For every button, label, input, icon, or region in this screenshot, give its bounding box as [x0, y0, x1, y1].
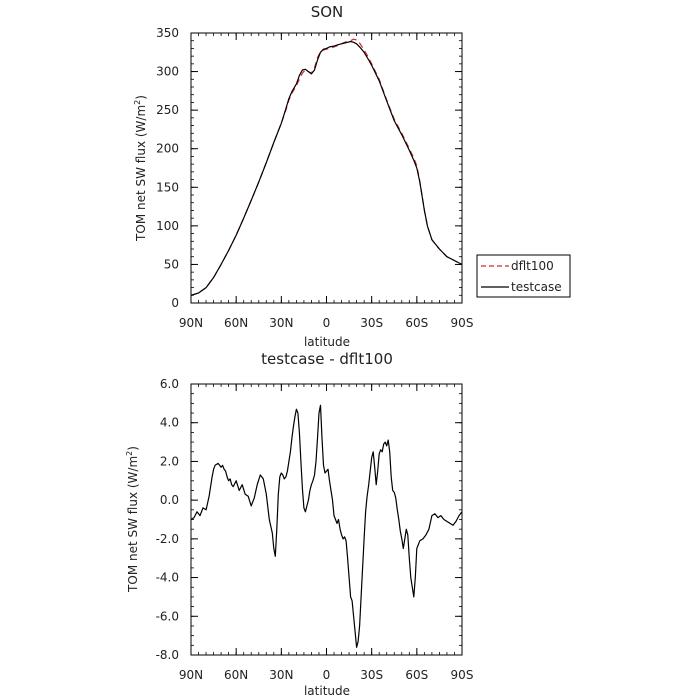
top-ticks	[190, 32, 463, 304]
x-tick-label: 30N	[269, 316, 293, 330]
x-tick-label: 90S	[451, 668, 474, 682]
x-tick-label: 0	[323, 316, 331, 330]
y-tick-label: -8.0	[156, 648, 179, 662]
bottom-x-tick-labels: 90N 60N 30N 0 30S 60S 90S	[179, 668, 474, 682]
x-tick-label: 90N	[179, 316, 203, 330]
x-tick-label: 90S	[451, 316, 474, 330]
y-tick-label: 100	[156, 219, 179, 233]
y-tick-label: -2.0	[156, 532, 179, 546]
y-tick-label: -4.0	[156, 571, 179, 585]
y-tick-label: 2.0	[160, 454, 179, 468]
x-tick-label: 30S	[360, 316, 383, 330]
legend-dflt100-label: dflt100	[511, 259, 554, 273]
y-tick-label: -6.0	[156, 609, 179, 623]
bottom-plot-frame	[190, 383, 463, 656]
x-tick-label: 60S	[405, 668, 428, 682]
y-tick-label: 50	[164, 257, 179, 271]
bottom-panel: testcase - dflt100 90N 60N 30N 0 30S 60S 90S -…	[125, 350, 473, 698]
x-tick-label: 90N	[179, 668, 203, 682]
top-y-axis-label: TOM net SW flux (W/m2)	[133, 95, 148, 242]
bottom-ticks	[190, 383, 463, 656]
bottom-y-axis-label: TOM net SW flux (W/m2)	[125, 446, 140, 593]
x-tick-label: 60S	[405, 316, 428, 330]
x-tick-label: 30S	[360, 668, 383, 682]
x-tick-label: 60N	[224, 668, 248, 682]
top-series-lines	[190, 38, 463, 296]
y-tick-label: 250	[156, 103, 179, 117]
y-tick-label: 300	[156, 65, 179, 79]
legend: dflt100 testcase	[476, 254, 571, 298]
difference-series-line	[190, 404, 463, 648]
y-tick-label: 4.0	[160, 416, 179, 430]
dflt100-series-line	[190, 38, 463, 296]
legend-box	[476, 254, 571, 298]
top-x-tick-labels: 90N 60N 30N 0 30S 60S 90S	[179, 316, 474, 330]
bottom-series-lines	[190, 404, 463, 648]
y-tick-label: 0	[171, 296, 179, 310]
top-plot-frame	[190, 32, 463, 304]
y-tick-label: 350	[156, 26, 179, 40]
bottom-y-tick-labels: -8.0 -6.0 -4.0 -2.0 0.0 2.0 4.0 6.0	[156, 377, 179, 662]
top-y-tick-labels: 0 50 100 150 200 250 300 350	[156, 26, 179, 310]
y-tick-label: 150	[156, 180, 179, 194]
top-x-axis-label: latitude	[304, 335, 350, 349]
legend-testcase-label: testcase	[511, 280, 562, 294]
x-tick-label: 30N	[269, 668, 293, 682]
y-tick-label: 200	[156, 142, 179, 156]
testcase-series-line	[190, 40, 463, 296]
top-chart-title: SON	[311, 3, 344, 21]
bottom-x-axis-label: latitude	[304, 684, 350, 698]
x-tick-label: 60N	[224, 316, 248, 330]
x-tick-label: 0	[323, 668, 331, 682]
bottom-chart-title: testcase - dflt100	[261, 350, 393, 368]
y-tick-label: 0.0	[160, 493, 179, 507]
top-panel: SON 90N 60N 30N 0 30S 60S 90S 0 50 100 150 200 250 3…	[133, 3, 571, 349]
y-tick-label: 6.0	[160, 377, 179, 391]
